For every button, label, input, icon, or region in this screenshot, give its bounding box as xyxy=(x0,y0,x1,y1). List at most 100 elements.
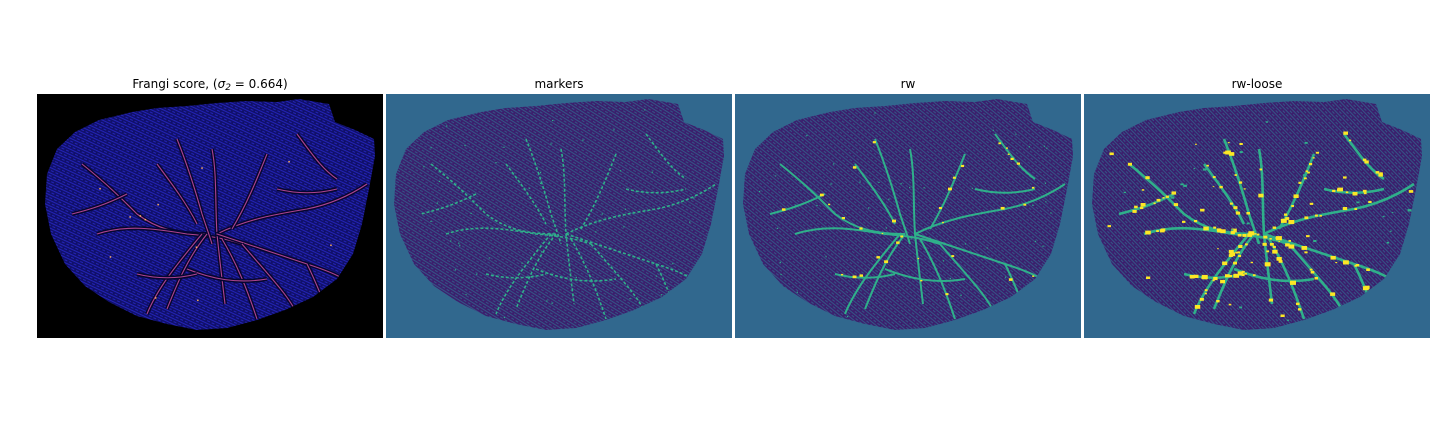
marker-dot xyxy=(656,276,657,277)
highlight-patch xyxy=(1364,192,1367,194)
highlight-patch xyxy=(1110,153,1114,156)
highlight-patch xyxy=(1233,274,1239,278)
highlight-patch xyxy=(1291,205,1294,207)
highlight-patch xyxy=(1343,132,1348,135)
marker-dot xyxy=(446,125,447,126)
marker-dot xyxy=(943,260,944,261)
highlight-patch xyxy=(1182,221,1185,223)
hot-spot xyxy=(155,297,157,299)
highlight-patch xyxy=(1222,262,1227,266)
highlight-patch xyxy=(859,227,862,229)
highlight-patch xyxy=(884,260,888,263)
highlight-patch xyxy=(1247,234,1252,237)
highlight-patch xyxy=(1239,307,1242,309)
highlight-patch xyxy=(1166,196,1169,198)
hot-spot xyxy=(201,167,203,169)
highlight-patch xyxy=(1304,177,1307,179)
marker-dot xyxy=(437,203,438,204)
marker-dot xyxy=(629,298,630,299)
highlight-patch xyxy=(1229,152,1234,156)
marker-dot xyxy=(693,197,694,198)
highlight-patch xyxy=(945,293,948,295)
highlight-patch xyxy=(1304,251,1307,253)
hot-spot xyxy=(99,188,101,190)
marker-dot xyxy=(489,257,490,258)
highlight-patch xyxy=(1017,163,1020,165)
highlight-patch xyxy=(1387,242,1390,244)
highlight-patch xyxy=(1233,206,1237,209)
highlight-patch xyxy=(1306,170,1309,172)
marker-dot xyxy=(777,228,778,229)
highlight-patch xyxy=(1285,217,1289,220)
marker-dot xyxy=(868,207,869,208)
highlight-patch xyxy=(1213,176,1216,178)
highlight-patch xyxy=(876,256,880,258)
highlight-patch xyxy=(842,217,845,219)
highlight-patch xyxy=(1194,168,1196,169)
highlight-patch xyxy=(1219,186,1222,188)
marker-dot xyxy=(1035,241,1036,242)
highlight-patch xyxy=(1183,185,1187,187)
marker-dot xyxy=(1005,277,1006,278)
marker-dot xyxy=(522,263,523,264)
highlight-patch xyxy=(1257,234,1260,236)
marker-dot xyxy=(550,143,551,144)
highlight-patch xyxy=(828,204,830,206)
highlight-patch xyxy=(1366,268,1370,271)
marker-dot xyxy=(909,187,910,188)
highlight-patch xyxy=(1242,274,1245,276)
highlight-patch xyxy=(1245,243,1248,245)
highlight-patch xyxy=(1288,220,1294,224)
hot-spot xyxy=(129,216,131,218)
marker-dot xyxy=(623,226,624,227)
highlight-patch xyxy=(1141,203,1146,207)
highlight-patch xyxy=(782,208,786,211)
marker-dot xyxy=(1032,205,1033,206)
panel-title-markers: markers xyxy=(386,76,732,92)
highlight-patch xyxy=(998,142,1001,144)
highlight-patch xyxy=(1330,292,1335,296)
highlight-patch xyxy=(951,255,954,257)
marker-dot xyxy=(431,147,432,148)
highlight-patch xyxy=(1310,269,1313,271)
hot-spot xyxy=(157,204,159,206)
highlight-patch xyxy=(1238,245,1242,248)
highlight-patch xyxy=(1383,216,1385,217)
marker-dot xyxy=(576,277,577,278)
highlight-patch xyxy=(1108,225,1112,227)
highlight-patch xyxy=(953,177,956,179)
highlight-patch xyxy=(1124,192,1126,193)
highlight-patch xyxy=(1354,208,1357,210)
highlight-patch xyxy=(1259,169,1262,171)
marker-dot xyxy=(529,188,530,189)
highlight-patch xyxy=(1390,231,1392,232)
panel-title-frangi: Frangi score, (σ2 = 0.664) xyxy=(37,76,383,96)
marker-dot xyxy=(965,243,966,244)
highlight-patch xyxy=(1379,172,1383,175)
highlight-patch xyxy=(1315,215,1318,217)
highlight-patch xyxy=(1316,152,1319,154)
highlight-patch xyxy=(1247,223,1250,225)
highlight-patch xyxy=(1302,246,1308,250)
highlight-patch xyxy=(900,236,903,238)
highlight-patch xyxy=(1205,293,1207,295)
sigma-value: = 0.664) xyxy=(231,77,288,91)
highlight-patch xyxy=(1203,168,1207,170)
highlight-patch xyxy=(1009,278,1013,281)
highlight-patch xyxy=(1216,300,1219,302)
marker-dot xyxy=(806,135,807,136)
marker-dot xyxy=(826,256,827,257)
highlight-patch xyxy=(1217,248,1219,249)
highlight-patch xyxy=(1368,201,1371,203)
highlight-patch xyxy=(1161,229,1165,232)
marker-dot xyxy=(886,227,887,228)
marker-dot xyxy=(503,147,504,148)
rw-svg xyxy=(735,94,1081,338)
marker-dot xyxy=(795,205,796,206)
highlight-patch xyxy=(841,274,843,276)
hot-spot xyxy=(288,161,290,163)
markers-svg xyxy=(386,94,732,338)
highlight-patch xyxy=(1213,277,1217,280)
highlight-patch xyxy=(1409,190,1413,193)
highlight-patch xyxy=(1240,151,1243,153)
